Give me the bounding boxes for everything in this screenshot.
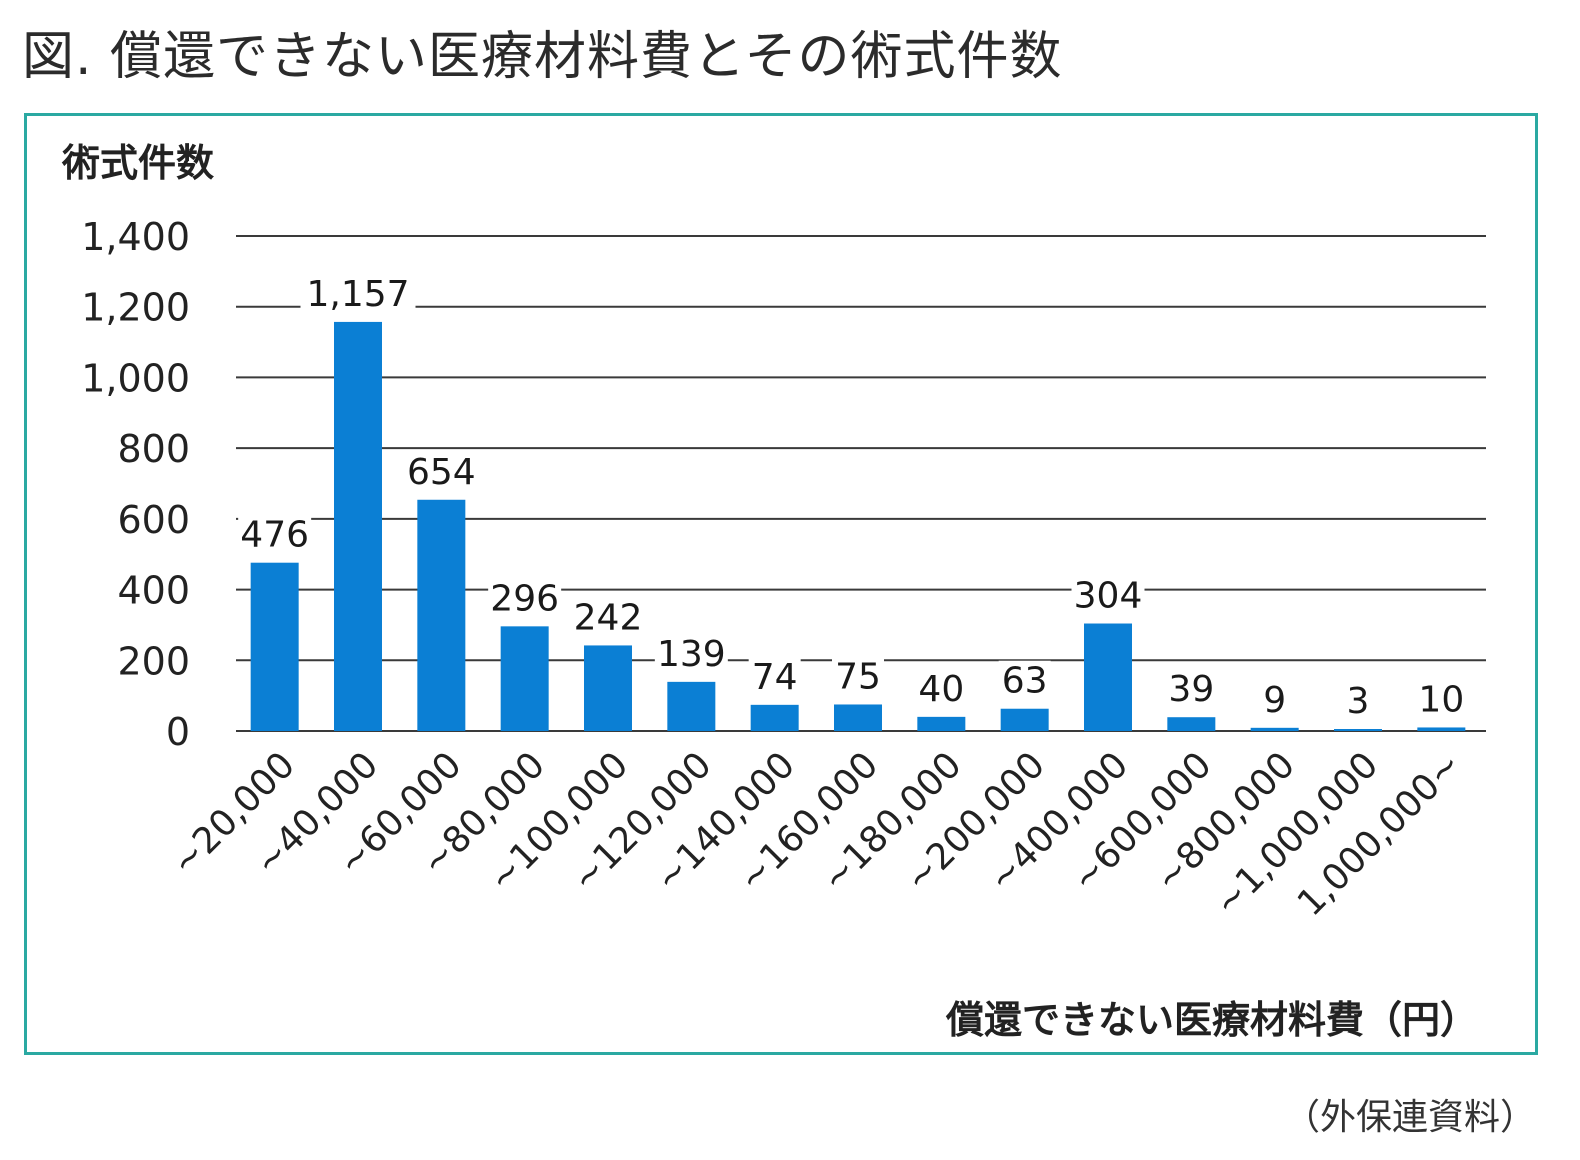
- value-label: 242: [574, 597, 643, 638]
- bar: [334, 321, 382, 731]
- y-tick-label: 0: [166, 710, 190, 754]
- y-tick-label: 1,400: [81, 215, 190, 259]
- bar: [917, 716, 966, 731]
- y-tick-label: 200: [117, 639, 190, 683]
- bar: [584, 645, 632, 731]
- value-label-bg: [1259, 679, 1291, 720]
- value-label-bg: [1071, 575, 1145, 616]
- bar: [834, 704, 882, 731]
- value-label-bg: [832, 656, 884, 697]
- value-label-bg: [654, 633, 728, 674]
- value-label-bg: [1415, 679, 1468, 720]
- y-tick-labels: 0 200 400 600 800 1,000 1,200 1,400: [81, 215, 190, 754]
- bar: [500, 626, 549, 731]
- value-label: 139: [657, 634, 726, 675]
- value-label: 10: [1418, 679, 1464, 720]
- bar: [1000, 708, 1049, 731]
- value-label: 74: [752, 657, 798, 698]
- value-label-bg: [748, 656, 801, 697]
- value-label: 304: [1074, 576, 1143, 617]
- value-label: 654: [407, 452, 476, 493]
- bar: [250, 562, 299, 731]
- y-tick-label: 1,200: [81, 286, 190, 330]
- value-label-bg: [238, 514, 312, 555]
- bar: [1334, 729, 1382, 731]
- value-label-bg: [571, 597, 645, 638]
- value-label: 9: [1263, 680, 1286, 721]
- value-label: 63: [1002, 661, 1048, 702]
- source-note: （外保連資料）: [1283, 1097, 1536, 1138]
- value-label-bg: [488, 578, 562, 619]
- y-axis-label: 術式件数: [61, 141, 214, 185]
- bar: [667, 681, 716, 731]
- bar: [417, 499, 466, 731]
- value-label-bg: [1342, 681, 1374, 721]
- value-label-bg: [404, 451, 478, 492]
- bar: [1417, 727, 1466, 731]
- value-label-bg: [915, 668, 968, 709]
- bar: [1250, 727, 1299, 731]
- figure-title: 図. 償還できない医療材料費とその術式件数: [22, 27, 1063, 87]
- value-label: 75: [835, 656, 881, 697]
- value-label: 40: [918, 669, 964, 710]
- value-label-bg: [998, 660, 1051, 701]
- value-label: 296: [490, 578, 559, 619]
- bar: [750, 704, 799, 731]
- value-label-bg: [1165, 669, 1218, 710]
- y-tick-label: 400: [117, 569, 190, 613]
- y-tick-label: 800: [117, 427, 190, 471]
- x-axis-label: 償還できない医療材料費（円）: [945, 998, 1478, 1042]
- y-tick-label: 1,000: [81, 356, 190, 400]
- value-label-bg: [300, 273, 416, 314]
- value-label: 3: [1347, 681, 1370, 722]
- chart-frame: [24, 113, 1538, 1055]
- bar: [1167, 717, 1216, 731]
- bar: [1084, 623, 1132, 731]
- value-label: 476: [240, 515, 309, 556]
- value-labels: 476 1,157 654 296 242 139 74 75 40 63 304 39 9 3 10: [238, 273, 1468, 722]
- x-tick-labels: ~20,000~40,000~60,000~80,000~100,000~120…: [164, 744, 1470, 924]
- y-tick-label: 600: [117, 498, 190, 542]
- value-label: 39: [1168, 669, 1214, 710]
- value-label: 1,157: [306, 274, 409, 315]
- bars: [250, 321, 1466, 731]
